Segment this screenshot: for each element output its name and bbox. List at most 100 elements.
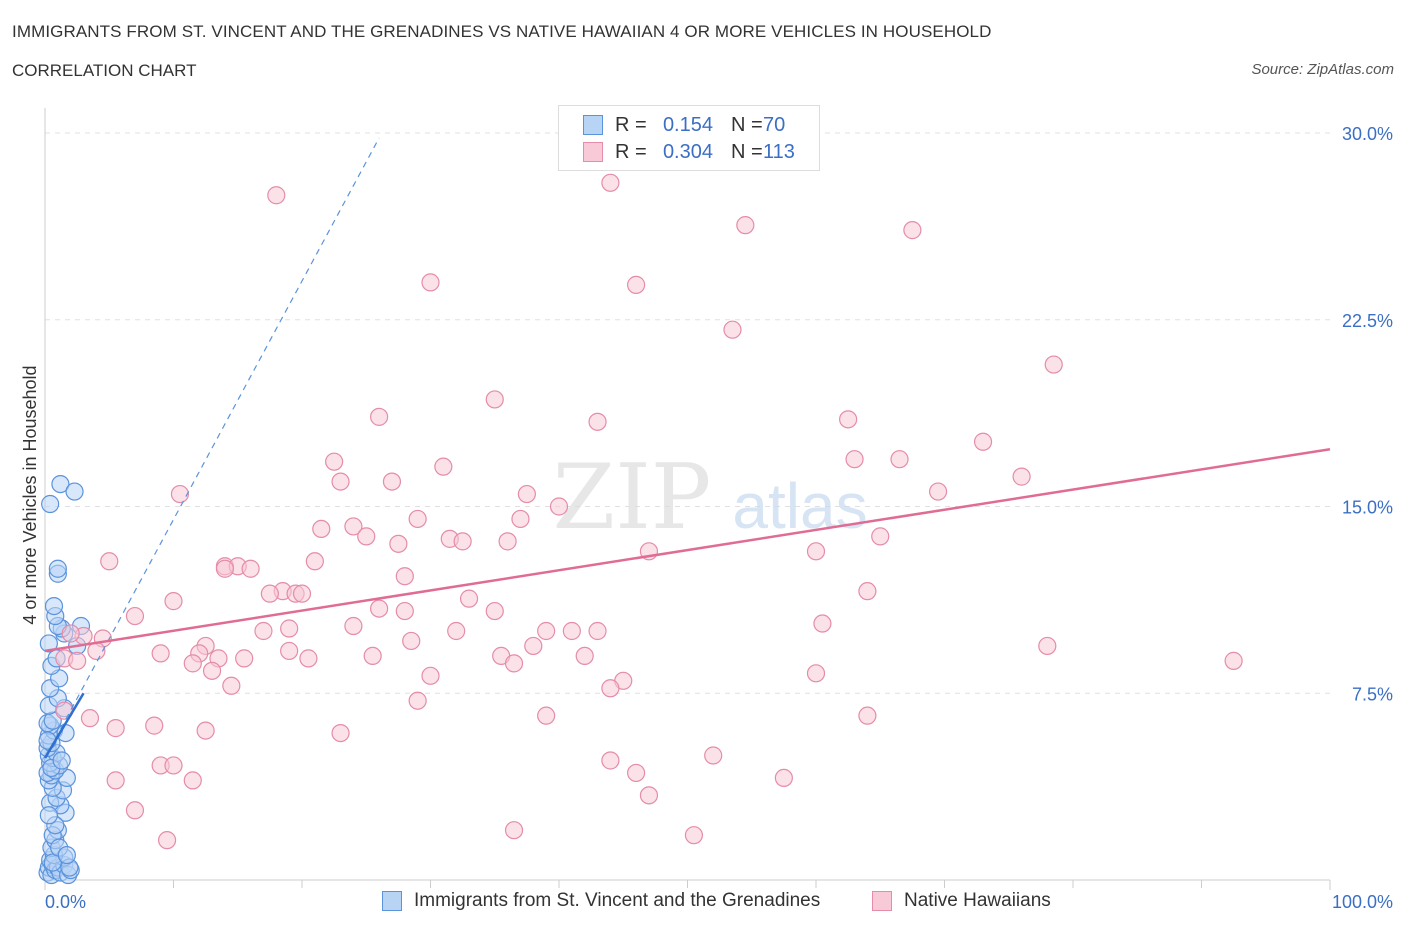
native-hawaiians-point (903, 221, 922, 240)
legend-n-value: 113 (763, 140, 795, 163)
legend-n-label: N = (731, 140, 763, 163)
native-hawaiians-point (164, 592, 183, 611)
immigrants-trend-line (43, 692, 85, 759)
native-hawaiians-point (344, 517, 363, 536)
native-hawaiians-point (222, 676, 241, 695)
native-hawaiians-point (723, 320, 742, 339)
series-legend-item-native-hawaiians[interactable]: Native Hawaiians (872, 890, 1051, 912)
native-hawaiians-point (267, 186, 286, 205)
watermark-atlas: atlas (732, 470, 867, 542)
native-hawaiians-point (305, 552, 324, 571)
native-hawaiians-point (588, 621, 607, 641)
native-hawaiians-point (626, 763, 646, 783)
correlation-legend: R = 0.154 N = 70 R = 0.304 N = 113 (558, 105, 820, 171)
legend-row-immigrants: R = 0.154 N = 70 (583, 112, 785, 138)
native-hawaiians-point (402, 631, 421, 651)
native-hawaiians-point (562, 621, 581, 641)
native-hawaiians-point (370, 599, 389, 618)
legend-r-label: R = (615, 113, 647, 136)
native-hawaiians-point (408, 509, 427, 529)
native-hawaiians-point (100, 552, 119, 571)
native-hawaiians-point (1044, 355, 1063, 374)
native-hawaiians-point (280, 641, 299, 661)
watermark-zip: ZIP (553, 445, 712, 550)
native-hawaiians-point (254, 621, 273, 641)
native-hawaiians-point (61, 624, 80, 643)
native-hawaiians-point (241, 559, 260, 578)
native-hawaiians-point (299, 649, 318, 668)
native-hawaiians-point (524, 636, 543, 656)
series-legend-swatch-blue (382, 891, 402, 911)
y-tick-label: 15.0% (1342, 498, 1393, 518)
chart-title: IMMIGRANTS FROM ST. VINCENT AND THE GREN… (12, 22, 992, 41)
native-hawaiians-point (370, 407, 389, 426)
native-hawaiians-point (601, 751, 620, 770)
native-hawaiians-point (537, 621, 556, 641)
immigrants-point (39, 634, 58, 653)
native-hawaiians-point (389, 534, 408, 553)
native-hawaiians-point (434, 457, 453, 476)
legend-n-value: 70 (763, 113, 786, 136)
series-legend-item-immigrants[interactable]: Immigrants from St. Vincent and the Gren… (382, 890, 820, 912)
series-legend: Immigrants from St. Vincent and the Gren… (0, 890, 1406, 914)
legend-row-native-hawaiians: R = 0.304 N = 113 (583, 139, 795, 165)
native-hawaiians-point (202, 661, 222, 680)
y-tick-label: 7.5% (1352, 684, 1393, 704)
legend-r-value: 0.304 (662, 140, 713, 163)
native-hawaiians-point (639, 786, 659, 805)
native-hawaiians-point (395, 601, 414, 621)
native-hawaiians-point (106, 719, 125, 738)
native-hawaiians-point (504, 821, 524, 840)
native-hawaiians-point (292, 584, 312, 603)
native-hawaiians-point (325, 452, 344, 471)
watermark-layer: ZIP atlas (553, 445, 868, 550)
native-hawaiians-point (280, 619, 299, 638)
native-hawaiians-point (973, 432, 993, 451)
native-hawaiians-point (125, 801, 145, 820)
native-hawaiians-point (312, 519, 331, 539)
immigrants-point (51, 474, 70, 494)
native-hawaiians-point (331, 723, 350, 743)
x-tick-label: 0.0% (45, 892, 86, 912)
native-hawaiians-point (106, 771, 125, 790)
legend-r-value: 0.154 (662, 113, 713, 136)
native-hawaiians-point (382, 472, 402, 491)
native-hawaiians-point (498, 532, 517, 551)
native-hawaiians-point (157, 831, 177, 850)
native-hawaiians-point (357, 527, 376, 546)
native-hawaiians-point (684, 826, 704, 845)
native-hawaiians-point (774, 768, 793, 788)
immigrants-point (52, 751, 71, 770)
immigrants-point (57, 845, 76, 865)
legend-swatch-blue (583, 115, 603, 135)
immigrants-point (65, 482, 84, 501)
native-hawaiians-point (151, 644, 170, 663)
native-hawaiians-trend-line (44, 447, 1331, 653)
native-hawaiians-point (549, 497, 569, 516)
immigrants-point (41, 494, 60, 514)
native-hawaiians-point (537, 706, 556, 725)
native-hawaiians-point (68, 651, 87, 670)
native-hawaiians-point (453, 532, 472, 551)
y-tick-label: 30.0% (1342, 124, 1393, 144)
native-hawaiians-point (871, 527, 890, 546)
native-hawaiians-point (890, 450, 909, 469)
native-hawaiians-point (331, 472, 350, 491)
immigrants-point (44, 596, 64, 616)
native-hawaiians-point (845, 450, 864, 469)
native-hawaiians-point (421, 273, 440, 292)
native-hawaiians-point (215, 559, 234, 578)
native-hawaiians-point (806, 542, 826, 561)
native-hawaiians-point (80, 709, 100, 728)
native-hawaiians-point (485, 390, 504, 409)
immigrants-point (48, 559, 67, 578)
native-hawaiians-point (858, 582, 877, 601)
native-hawaiians-point (601, 173, 620, 192)
native-hawaiians-point (183, 771, 202, 790)
native-hawaiians-point (344, 616, 363, 636)
series-legend-swatch-pink (872, 891, 892, 911)
native-hawaiians-point (511, 509, 530, 529)
native-hawaiians-point (517, 484, 536, 504)
native-hawaiians-point (235, 649, 254, 668)
